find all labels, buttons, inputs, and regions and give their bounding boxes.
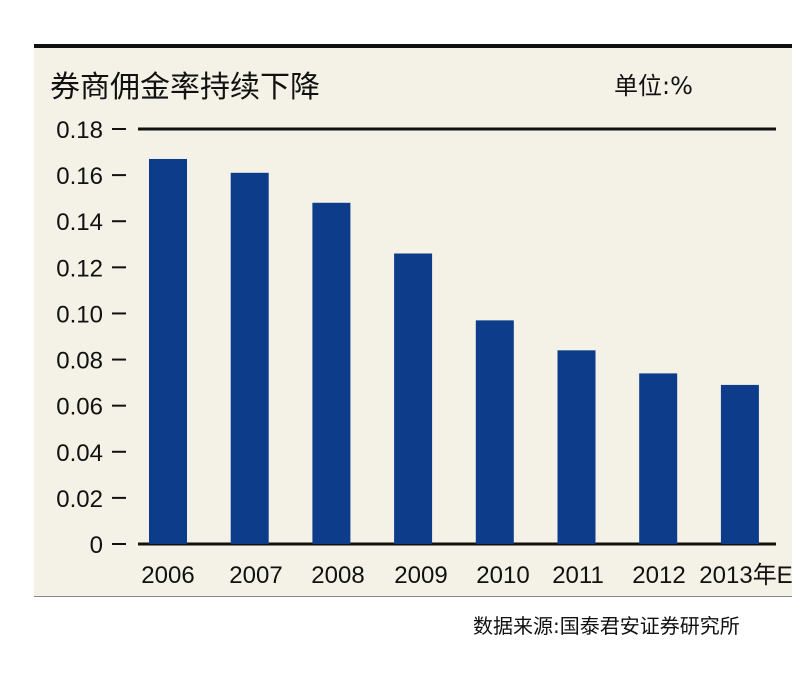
bar xyxy=(394,253,433,544)
bar xyxy=(720,384,759,544)
bar xyxy=(149,158,187,544)
x-tick-label: 2009 xyxy=(394,562,447,589)
bar xyxy=(639,373,678,544)
chart-title: 券商佣金率持续下降 xyxy=(50,70,320,105)
bar xyxy=(557,350,596,544)
y-tick-label: 0.08 xyxy=(56,348,103,375)
y-tick-label: 0 xyxy=(90,532,103,559)
x-tick-label: 2011 xyxy=(552,562,604,589)
x-tick-label: 2008 xyxy=(311,562,364,589)
bar xyxy=(230,172,269,545)
x-tick-label: 2006 xyxy=(141,562,194,589)
y-tick-label: 0.02 xyxy=(56,486,103,513)
top-rule xyxy=(34,44,792,48)
y-tick-label: 0.12 xyxy=(56,255,103,282)
x-tick-label: 2012 xyxy=(632,562,685,589)
y-tick-label: 0.18 xyxy=(56,117,103,144)
x-tick-label: 2010 xyxy=(476,562,529,589)
y-tick-label: 0.06 xyxy=(56,394,103,421)
x-tick-label: 2013年E xyxy=(699,562,792,589)
y-tick-label: 0.14 xyxy=(56,209,103,236)
y-tick-label: 0.04 xyxy=(56,440,103,467)
bar xyxy=(312,202,351,544)
unit-label: 单位:% xyxy=(614,72,693,100)
bar xyxy=(475,320,514,544)
source-note: 数据来源:国泰君安证券研究所 xyxy=(473,614,740,638)
x-tick-label: 2007 xyxy=(229,562,282,589)
y-tick-label: 0.16 xyxy=(56,163,103,190)
y-tick-label: 0.10 xyxy=(56,301,103,328)
bottom-rule xyxy=(34,596,792,597)
